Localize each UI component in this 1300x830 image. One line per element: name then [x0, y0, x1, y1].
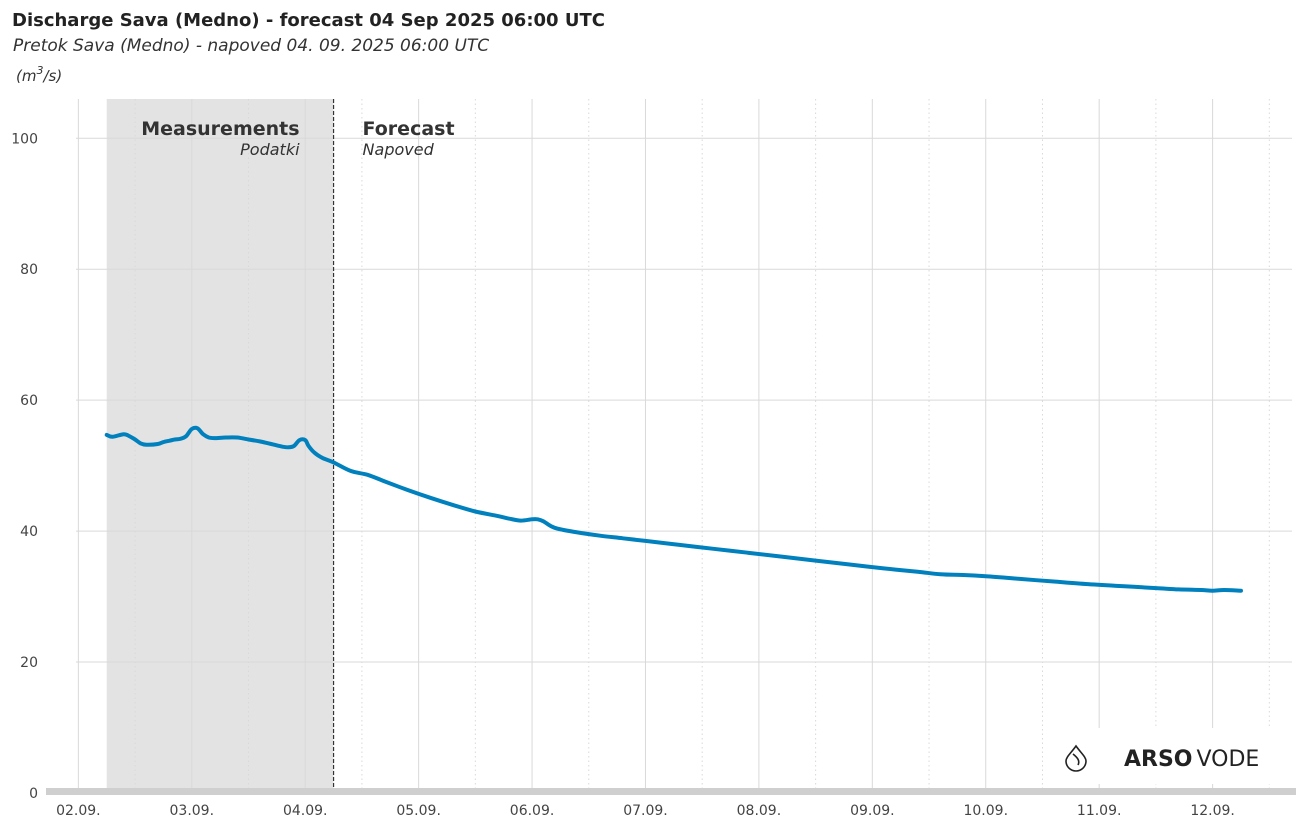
x-tick-label: 12.09.	[1190, 803, 1235, 819]
x-axis-bar	[46, 788, 1296, 795]
y-axis-unit: (m3/s)	[16, 64, 62, 85]
branding-backdrop	[1062, 728, 1296, 784]
x-tick-label: 07.09.	[623, 803, 668, 819]
forecast-sublabel: Napoved	[363, 140, 435, 159]
y-tick-label: 20	[20, 655, 38, 671]
forecast-label: Forecast	[363, 118, 455, 140]
branding-light: VODE	[1197, 747, 1260, 772]
measurements-label: Measurements	[141, 118, 299, 140]
x-tick-label: 03.09.	[170, 803, 215, 819]
y-tick-label: 100	[11, 131, 38, 147]
y-unit-superscript: 3	[36, 64, 43, 77]
measurements-band	[106, 99, 334, 793]
x-tick-label: 04.09.	[283, 803, 328, 819]
x-axis-ticks: 02.09. 03.09. 04.09. 05.09. 06.09. 07.09. 08.0…	[56, 803, 1235, 819]
water-drop-icon	[1065, 744, 1087, 772]
x-tick-label: 08.09.	[737, 803, 782, 819]
x-tick-label: 11.09.	[1077, 803, 1122, 819]
x-tick-label: 06.09.	[510, 803, 555, 819]
discharge-series-line	[104, 425, 1243, 593]
x-tick-label: 10.09.	[963, 803, 1008, 819]
y-tick-label: 80	[20, 262, 38, 278]
grid	[76, 99, 1292, 793]
x-tick-label: 02.09.	[56, 803, 101, 819]
x-tick-label: 05.09.	[396, 803, 441, 819]
y-tick-label: 60	[20, 393, 38, 409]
x-tick-label: 09.09.	[850, 803, 895, 819]
y-unit-open: (m	[16, 67, 36, 85]
y-tick-label: 40	[20, 524, 38, 540]
measurements-sublabel: Podatki	[240, 140, 300, 159]
branding-text: ARSO VODE	[1124, 747, 1259, 772]
chart-subtitle: Pretok Sava (Medno) - napoved 04. 09. 20…	[13, 36, 489, 56]
branding-bold: ARSO	[1124, 747, 1193, 772]
y-tick-label: 0	[29, 786, 38, 802]
y-axis-ticks: 0 20 40 60 80 100	[11, 131, 38, 802]
chart-title: Discharge Sava (Medno) - forecast 04 Sep…	[12, 10, 605, 31]
y-unit-close: /s)	[41, 67, 62, 85]
